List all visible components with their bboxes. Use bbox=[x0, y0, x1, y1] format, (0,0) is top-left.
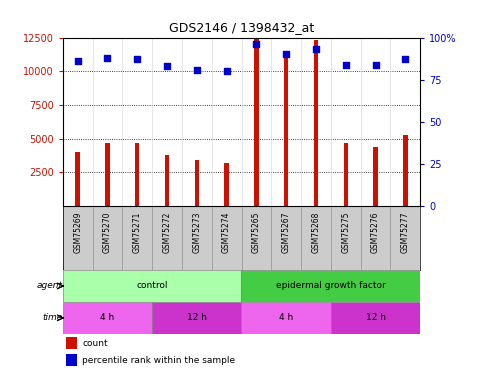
Text: GSM75270: GSM75270 bbox=[103, 211, 112, 253]
Bar bbox=[254, 38, 258, 206]
Point bbox=[342, 62, 350, 68]
Bar bbox=[66, 337, 77, 349]
Text: count: count bbox=[83, 339, 108, 348]
Text: time: time bbox=[43, 314, 63, 322]
Point bbox=[163, 63, 171, 69]
Text: 4 h: 4 h bbox=[100, 314, 114, 322]
Text: GSM75271: GSM75271 bbox=[133, 211, 142, 253]
Bar bbox=[343, 143, 348, 206]
Point bbox=[253, 41, 260, 47]
Bar bbox=[63, 302, 152, 334]
Text: epidermal growth factor: epidermal growth factor bbox=[276, 281, 386, 290]
Point bbox=[372, 62, 380, 68]
Point bbox=[282, 51, 290, 57]
Point bbox=[74, 58, 82, 64]
Point bbox=[223, 68, 230, 74]
Text: GSM75273: GSM75273 bbox=[192, 211, 201, 253]
Point bbox=[312, 46, 320, 53]
Text: control: control bbox=[136, 281, 168, 290]
Text: GSM75277: GSM75277 bbox=[401, 211, 410, 253]
Bar bbox=[165, 155, 169, 206]
Text: GSM75265: GSM75265 bbox=[252, 211, 261, 253]
Bar bbox=[135, 144, 140, 206]
Text: GSM75274: GSM75274 bbox=[222, 211, 231, 253]
Text: percentile rank within the sample: percentile rank within the sample bbox=[83, 356, 236, 364]
Text: GSM75268: GSM75268 bbox=[312, 211, 320, 253]
Point bbox=[104, 55, 112, 61]
Text: 12 h: 12 h bbox=[366, 314, 385, 322]
Bar bbox=[331, 302, 420, 334]
Text: 12 h: 12 h bbox=[187, 314, 207, 322]
Bar bbox=[373, 147, 378, 206]
Text: GSM75269: GSM75269 bbox=[73, 211, 82, 253]
Text: GSM75276: GSM75276 bbox=[371, 211, 380, 253]
Text: GDS2146 / 1398432_at: GDS2146 / 1398432_at bbox=[169, 21, 314, 34]
Text: GSM75275: GSM75275 bbox=[341, 211, 350, 253]
Bar bbox=[242, 270, 420, 302]
Bar bbox=[242, 302, 331, 334]
Bar bbox=[105, 143, 110, 206]
Bar bbox=[66, 354, 77, 366]
Point bbox=[193, 67, 201, 73]
Bar bbox=[152, 302, 242, 334]
Bar bbox=[403, 135, 408, 206]
Bar bbox=[195, 160, 199, 206]
Text: GSM75267: GSM75267 bbox=[282, 211, 291, 253]
Point bbox=[133, 57, 141, 63]
Text: agent: agent bbox=[37, 281, 63, 290]
Bar bbox=[75, 152, 80, 206]
Point bbox=[401, 57, 409, 63]
Bar bbox=[63, 270, 242, 302]
Text: GSM75272: GSM75272 bbox=[163, 211, 171, 253]
Text: 4 h: 4 h bbox=[279, 314, 293, 322]
Bar bbox=[314, 40, 318, 206]
Bar bbox=[284, 55, 288, 206]
Bar bbox=[225, 163, 229, 206]
